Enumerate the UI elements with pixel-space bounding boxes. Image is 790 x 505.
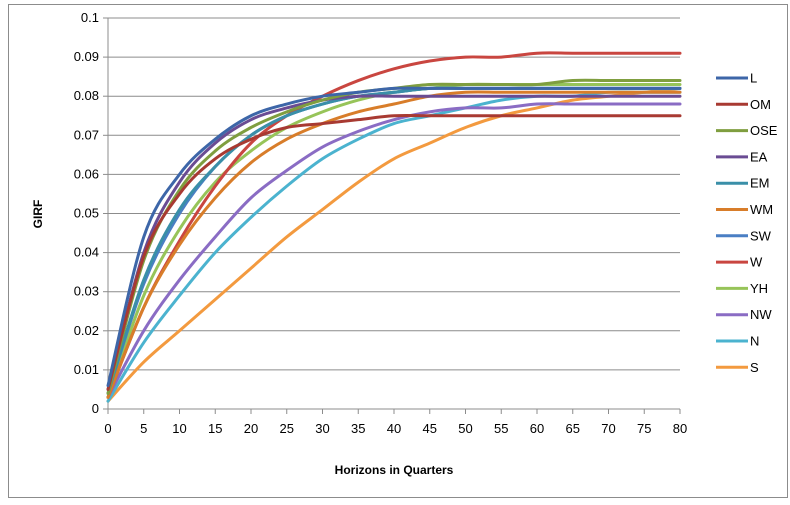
x-tick-label: 20 bbox=[244, 421, 258, 436]
grid-lines bbox=[108, 17, 680, 410]
y-tick-label: 0.06 bbox=[74, 166, 99, 181]
x-tick-label: 50 bbox=[458, 421, 472, 436]
y-tick-label: 0.05 bbox=[74, 206, 99, 221]
series-line-nw bbox=[106, 102, 682, 399]
x-tick-label: 10 bbox=[172, 421, 186, 436]
y-axis-ticks: 0 0.01 0.02 0.03 0.04 0.05 0.06 0.07 0.08 0.09 0.1 bbox=[74, 10, 108, 416]
x-tick-label: 70 bbox=[601, 421, 615, 436]
series-line-ea bbox=[106, 94, 682, 391]
x-tick-label: 5 bbox=[140, 421, 147, 436]
x-tick-label: 0 bbox=[104, 421, 111, 436]
y-tick-label: 0.08 bbox=[74, 88, 99, 103]
x-axis-title: Horizons in Quarters bbox=[335, 463, 454, 477]
series-line-ose bbox=[106, 78, 682, 395]
y-tick-label: 0.07 bbox=[74, 127, 99, 142]
y-axis-title: GIRF bbox=[31, 200, 45, 229]
x-tick-label: 55 bbox=[494, 421, 508, 436]
x-tick-label: 30 bbox=[315, 421, 329, 436]
legend-label-wm: WM bbox=[750, 202, 773, 217]
legend-label-s: S bbox=[750, 360, 759, 375]
series-line-em bbox=[106, 86, 682, 395]
y-tick-label: 0.03 bbox=[74, 284, 99, 299]
y-tick-label: 0.01 bbox=[74, 362, 99, 377]
series-lines bbox=[106, 51, 682, 403]
legend-label-nw: NW bbox=[750, 307, 772, 322]
series-line-w bbox=[106, 51, 682, 399]
legend-label-om: OM bbox=[750, 97, 771, 112]
x-tick-label: 75 bbox=[637, 421, 651, 436]
legend-label-sw: SW bbox=[750, 228, 772, 243]
series-line-sw bbox=[106, 86, 682, 395]
x-tick-label: 15 bbox=[208, 421, 222, 436]
legend: L OM OSE EA EM WM SW W YH NW NS bbox=[716, 71, 778, 375]
y-tick-label: 0.1 bbox=[81, 10, 99, 25]
y-tick-label: 0.02 bbox=[74, 323, 99, 338]
series-line-l bbox=[106, 86, 682, 388]
series-line-n bbox=[106, 90, 682, 403]
x-tick-label: 65 bbox=[566, 421, 580, 436]
x-tick-label: 40 bbox=[387, 421, 401, 436]
x-tick-label: 60 bbox=[530, 421, 544, 436]
x-tick-label: 35 bbox=[351, 421, 365, 436]
y-tick-label: 0.04 bbox=[74, 245, 99, 260]
series-line-wm bbox=[106, 90, 682, 399]
x-axis-ticks: 0 5 10 15 20 25 30 35 40 45 50 55 60 65 70 75 80 bbox=[104, 409, 687, 436]
x-tick-label: 25 bbox=[280, 421, 294, 436]
legend-label-l: L bbox=[750, 71, 757, 86]
series-line-om bbox=[106, 113, 682, 391]
series-line-yh bbox=[106, 82, 682, 399]
legend-label-ea: EA bbox=[750, 149, 768, 164]
legend-label-n: N bbox=[750, 334, 759, 349]
legend-label-yh: YH bbox=[750, 281, 768, 296]
legend-label-ose: OSE bbox=[750, 123, 778, 138]
legend-label-w: W bbox=[750, 255, 763, 270]
series-line-s bbox=[106, 86, 682, 403]
legend-label-em: EM bbox=[750, 176, 770, 191]
y-tick-label: 0 bbox=[92, 401, 99, 416]
x-tick-label: 80 bbox=[673, 421, 687, 436]
x-tick-label: 45 bbox=[423, 421, 437, 436]
y-tick-label: 0.09 bbox=[74, 49, 99, 64]
